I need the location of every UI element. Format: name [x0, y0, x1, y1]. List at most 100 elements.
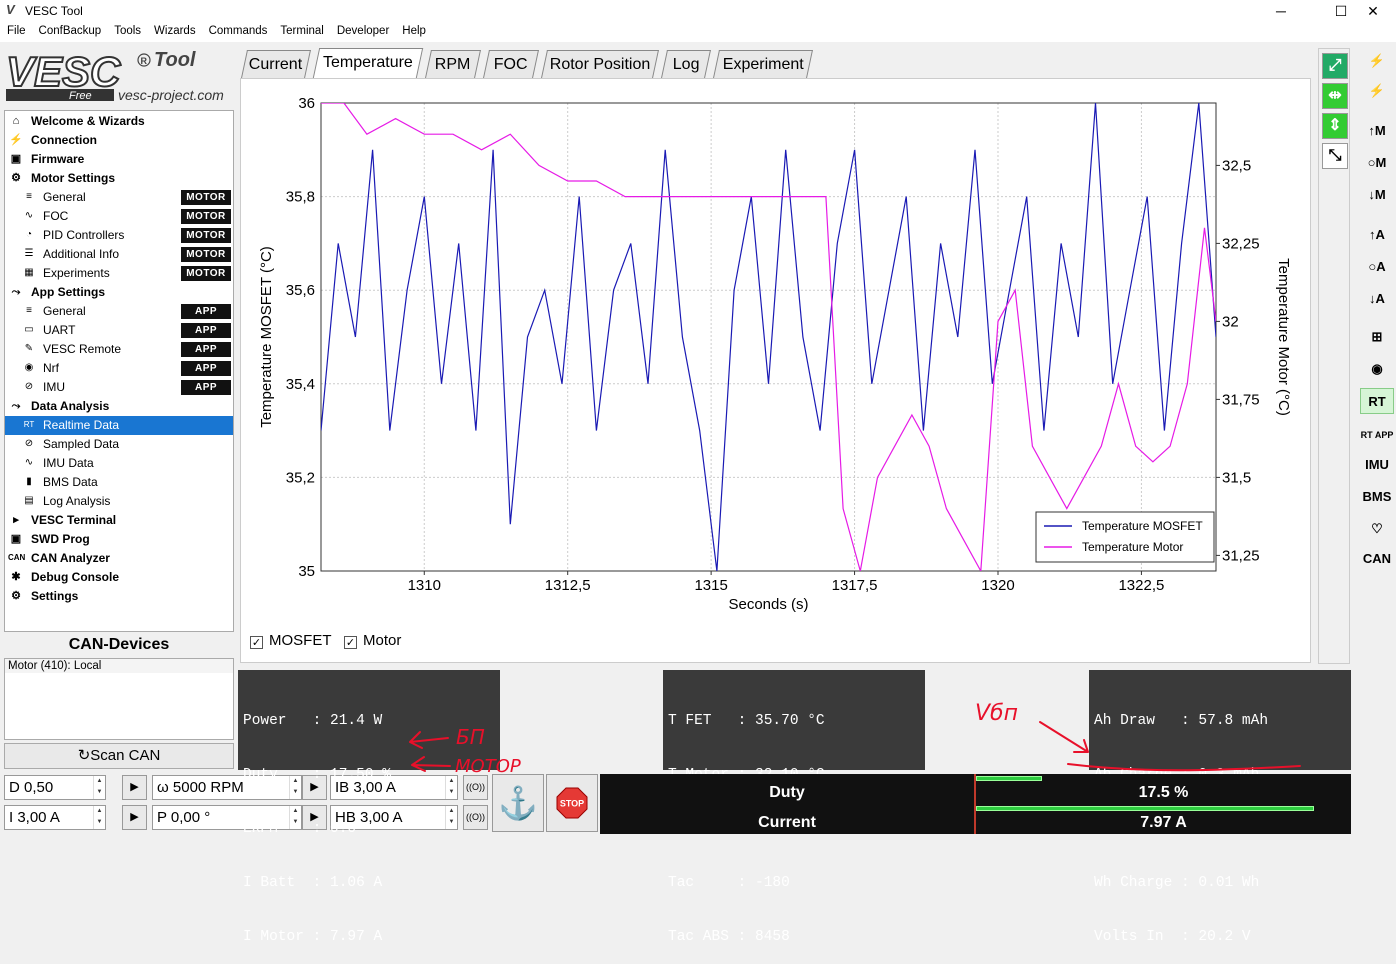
sidebar-item-label: SWD Prog — [31, 532, 90, 546]
menu-confbackup[interactable]: ConfBackup — [38, 25, 102, 37]
motor-stop-icon[interactable]: ○M — [1367, 155, 1387, 170]
can-device-item[interactable]: Motor (410): Local — [5, 659, 233, 673]
set-brake-button[interactable]: ((O)) — [463, 775, 488, 800]
menu-file[interactable]: File — [7, 25, 26, 37]
close-button[interactable]: ✕ — [1367, 3, 1379, 19]
power-values-box: Power : 21.4 W Duty : 17.50 % ERPM : 0.0… — [238, 670, 500, 945]
menu-terminal[interactable]: Terminal — [280, 25, 324, 37]
scan-can-button[interactable]: ↻Scan CAN — [4, 743, 234, 769]
sidebar-item-pid-controllers[interactable]: ◔ PID Controllers MOTOR — [5, 226, 233, 245]
rpm-input[interactable]: ω 5000 RPM ▲ ▼ — [152, 775, 302, 800]
bms-icon[interactable]: BMS — [1362, 489, 1392, 504]
sidebar-icon: ⚙ — [11, 172, 21, 184]
sidebar-item-swd-prog[interactable]: ▣ SWD Prog — [5, 530, 233, 549]
bar-center-line — [974, 774, 976, 834]
sidebar-item-additional-info[interactable]: ☰ Additional Info MOTOR — [5, 245, 233, 264]
app-stop-icon[interactable]: ○A — [1368, 259, 1386, 274]
realtime-app-icon[interactable]: RT APP — [1360, 430, 1394, 440]
brake-current-input[interactable]: IB 3,00 A ▲ ▼ — [330, 775, 458, 800]
sidebar-item-firmware[interactable]: ▣ Firmware — [5, 150, 233, 169]
sidebar-item-label: CAN Analyzer — [31, 551, 110, 565]
menu-help[interactable]: Help — [402, 25, 426, 37]
menu-tools[interactable]: Tools — [114, 25, 142, 37]
sidebar-item-debug-console[interactable]: ✱ Debug Console — [5, 568, 233, 587]
imu-icon[interactable]: IMU — [1365, 457, 1389, 472]
duty-input[interactable]: D 0,50 ▲ ▼ — [4, 775, 106, 800]
spin-arrows-icon[interactable]: ▲ ▼ — [93, 776, 105, 799]
spin-arrows-icon[interactable]: ▲ ▼ — [445, 806, 457, 829]
tab-experiment[interactable]: Experiment — [713, 50, 813, 78]
spin-arrows-icon[interactable]: ▲ ▼ — [289, 776, 301, 799]
tab-foc[interactable]: FOC — [483, 50, 539, 78]
menu-wizards[interactable]: Wizards — [154, 25, 196, 37]
mosfet-checkbox[interactable]: ✓ MOSFET — [250, 632, 332, 649]
menu-commands[interactable]: Commands — [208, 25, 268, 37]
sidebar-item-motor-settings[interactable]: ⚙ Motor Settings — [5, 169, 233, 188]
spin-arrows-icon[interactable]: ▲ ▼ — [289, 806, 301, 829]
sidebar-item-general[interactable]: ≡ General APP — [5, 302, 233, 321]
set-handbrake-button[interactable]: ((O)) — [463, 805, 488, 830]
tab-rotor-position[interactable]: Rotor Position — [541, 50, 659, 78]
position-input[interactable]: P 0,00 ° ▲ ▼ — [152, 805, 302, 830]
maximize-button[interactable]: ☐ — [1334, 3, 1348, 19]
sidebar-item-vesc-remote[interactable]: ✎ VESC Remote APP — [5, 340, 233, 359]
app-reverse-icon[interactable]: ↓A — [1369, 291, 1385, 306]
sidebar-item-realtime-data[interactable]: RT Realtime Data — [5, 416, 233, 435]
stop-button[interactable]: STOP — [546, 774, 598, 832]
sidebar-item-experiments[interactable]: ▦ Experiments MOTOR — [5, 264, 233, 283]
can-fwd-icon[interactable]: CAN — [1362, 551, 1392, 566]
spin-arrows-icon[interactable]: ▲ ▼ — [445, 776, 457, 799]
sidebar-item-general[interactable]: ≡ General MOTOR — [5, 188, 233, 207]
autoscale-icon[interactable]: ⤡ — [1322, 143, 1348, 169]
zoom-vertical-icon[interactable]: ⇕ — [1322, 113, 1348, 139]
motor-reverse-icon[interactable]: ↓M — [1368, 187, 1386, 202]
temperature-chart[interactable]: 1310 1312,5 1315 1317,5 1320 1322,5 35 35,2 35,4… — [241, 79, 1310, 619]
realtime-data-icon[interactable]: RT — [1360, 388, 1394, 414]
tab-temperature[interactable]: Temperature — [312, 48, 424, 78]
motor-checkbox[interactable]: ✓ Motor — [344, 632, 402, 649]
heart-icon[interactable]: ♡ — [1371, 521, 1383, 536]
sidebar-item-vesc-terminal[interactable]: ▸ VESC Terminal — [5, 511, 233, 530]
menu-developer[interactable]: Developer — [336, 25, 390, 37]
handbrake-input[interactable]: HB 3,00 A ▲ ▼ — [330, 805, 458, 830]
sidebar-item-label: Debug Console — [31, 570, 120, 584]
connect-icon[interactable]: ⚡ — [1368, 53, 1386, 68]
sidebar-item-nrf[interactable]: ◉ Nrf APP — [5, 359, 233, 378]
sidebar-item-bms-data[interactable]: ▮ BMS Data — [5, 473, 233, 492]
sidebar-item-imu-data[interactable]: ∿ IMU Data — [5, 454, 233, 473]
tab-current[interactable]: Current — [241, 50, 311, 78]
anchor-button[interactable]: ⚓ — [492, 774, 544, 832]
sidebar-item-settings[interactable]: ⚙ Settings — [5, 587, 233, 606]
sidebar-item-label: IMU Data — [43, 456, 94, 470]
motor-forward-icon[interactable]: ↑M — [1368, 123, 1386, 138]
sidebar-item-sampled-data[interactable]: ⊘ Sampled Data — [5, 435, 233, 454]
sidebar-item-foc[interactable]: ∿ FOC MOTOR — [5, 207, 233, 226]
sidebar-item-connection[interactable]: ⚡ Connection — [5, 131, 233, 150]
tab-log[interactable]: Log — [661, 50, 711, 78]
y2-tick-label: 31,75 — [1222, 391, 1260, 408]
sidebar-item-log-analysis[interactable]: ▤ Log Analysis — [5, 492, 233, 511]
sidebar-item-label: UART — [43, 323, 76, 337]
sidebar-item-welcome-wizards[interactable]: ⌂ Welcome & Wizards — [5, 112, 233, 131]
current-input[interactable]: I 3,00 A ▲ ▼ — [4, 805, 106, 830]
zoom-both-icon[interactable]: ⤢ — [1322, 53, 1348, 79]
set-duty-button[interactable]: ▶ — [122, 775, 147, 800]
zoom-horizontal-icon[interactable]: ⇹ — [1322, 83, 1348, 109]
set-current-button[interactable]: ▶ — [122, 805, 147, 830]
sidebar-item-label: Sampled Data — [43, 437, 120, 451]
sidebar-item-can-analyzer[interactable]: CAN CAN Analyzer — [5, 549, 233, 568]
tab-rpm[interactable]: RPM — [425, 50, 481, 78]
disconnect-icon[interactable]: ⚡ — [1368, 83, 1386, 98]
can-network-icon[interactable]: ⊞ — [1371, 329, 1383, 344]
app-forward-icon[interactable]: ↑A — [1369, 227, 1385, 242]
sidebar-item-data-analysis[interactable]: ⤳ Data Analysis — [5, 397, 233, 416]
set-position-button[interactable]: ▶ — [302, 805, 327, 830]
spin-arrows-icon[interactable]: ▲ ▼ — [93, 806, 105, 829]
minimize-button[interactable]: ─ — [1276, 3, 1286, 19]
sidebar-item-app-settings[interactable]: ⤳ App Settings — [5, 283, 233, 302]
sidebar-item-imu[interactable]: ⊘ IMU APP — [5, 378, 233, 397]
settings-type-badge: MOTOR — [181, 266, 231, 281]
set-rpm-button[interactable]: ▶ — [302, 775, 327, 800]
sidebar-item-uart[interactable]: ▭ UART APP — [5, 321, 233, 340]
gamepad-icon[interactable]: ◉ — [1371, 361, 1383, 376]
